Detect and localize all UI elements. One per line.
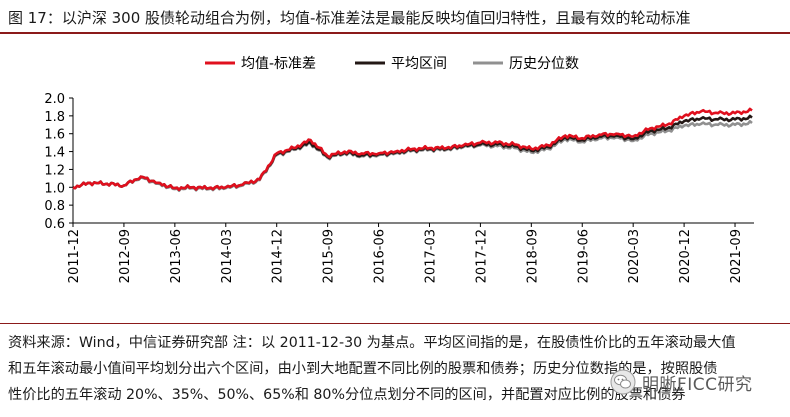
title-bar: 图 17：以沪深 300 股债轮动组合为例，均值-标准差法是最能反映均值回归特性…: [0, 0, 790, 34]
y-tick-label: 1.0: [44, 181, 65, 196]
chart-title: 图 17：以沪深 300 股债轮动组合为例，均值-标准差法是最能反映均值回归特性…: [8, 9, 691, 27]
watermark: 明晰FICC研究: [610, 368, 753, 396]
x-tick-label: 2013-06: [169, 229, 184, 283]
x-tick-label: 2015-09: [322, 229, 337, 283]
footer-divider: [0, 323, 790, 324]
x-tick-label: 2017-12: [474, 229, 489, 283]
y-tick-label: 1.2: [44, 163, 65, 178]
line-chart: 均值-标准差 平均区间 历史分位数 2.0 1.8 1.6 1.4 1.2 1.0 0.8 0.6…: [44, 56, 754, 283]
x-tick-label: 2016-06: [373, 229, 388, 283]
y-tick-label: 1.6: [44, 128, 65, 143]
y-tick-label: 1.8: [44, 110, 65, 125]
y-tick-label: 0.8: [44, 199, 65, 214]
legend-label: 均值-标准差: [241, 56, 316, 72]
x-tick-label: 2014-03: [220, 229, 235, 283]
y-tick-label: 0.6: [44, 217, 65, 232]
wechat-icon: [610, 369, 636, 395]
series-line: [72, 114, 753, 192]
x-tick-label: 2020-03: [627, 229, 642, 283]
x-tick-label: 2014-12: [271, 229, 286, 283]
y-tick-label: 2.0: [44, 92, 65, 107]
legend-label: 历史分位数: [509, 56, 579, 72]
legend-label: 平均区间: [391, 56, 447, 72]
x-tick-label: 2011-12: [67, 229, 82, 283]
x-tick-label: 2018-09: [525, 229, 540, 283]
source-line: 性价比的五年滚动 20%、35%、50%、65%和 80%分位点划分不同的区间，…: [8, 387, 686, 403]
y-tick-label: 1.4: [44, 146, 65, 161]
watermark-text: 明晰FICC研究: [642, 374, 753, 395]
source-line: 资料来源：Wind，中信证券研究部 注：以 2011-12-30 为基点。平均区…: [8, 335, 736, 351]
legend: 均值-标准差 平均区间 历史分位数: [205, 56, 579, 72]
x-tick-label: 2020-12: [678, 229, 693, 283]
source-note: 资料来源：Wind，中信证券研究部 注：以 2011-12-30 为基点。平均区…: [8, 330, 778, 408]
x-tick-label: 2017-03: [423, 229, 438, 283]
x-tick-label: 2012-09: [118, 229, 133, 283]
series-line: [72, 107, 753, 192]
source-line: 和五年滚动最小值间平均划分出六个区间，由小到大地配置不同比例的股票和债券；历史分…: [8, 361, 718, 377]
x-tick-label: 2021-09: [729, 229, 744, 283]
x-tick-label: 2019-06: [576, 229, 591, 283]
